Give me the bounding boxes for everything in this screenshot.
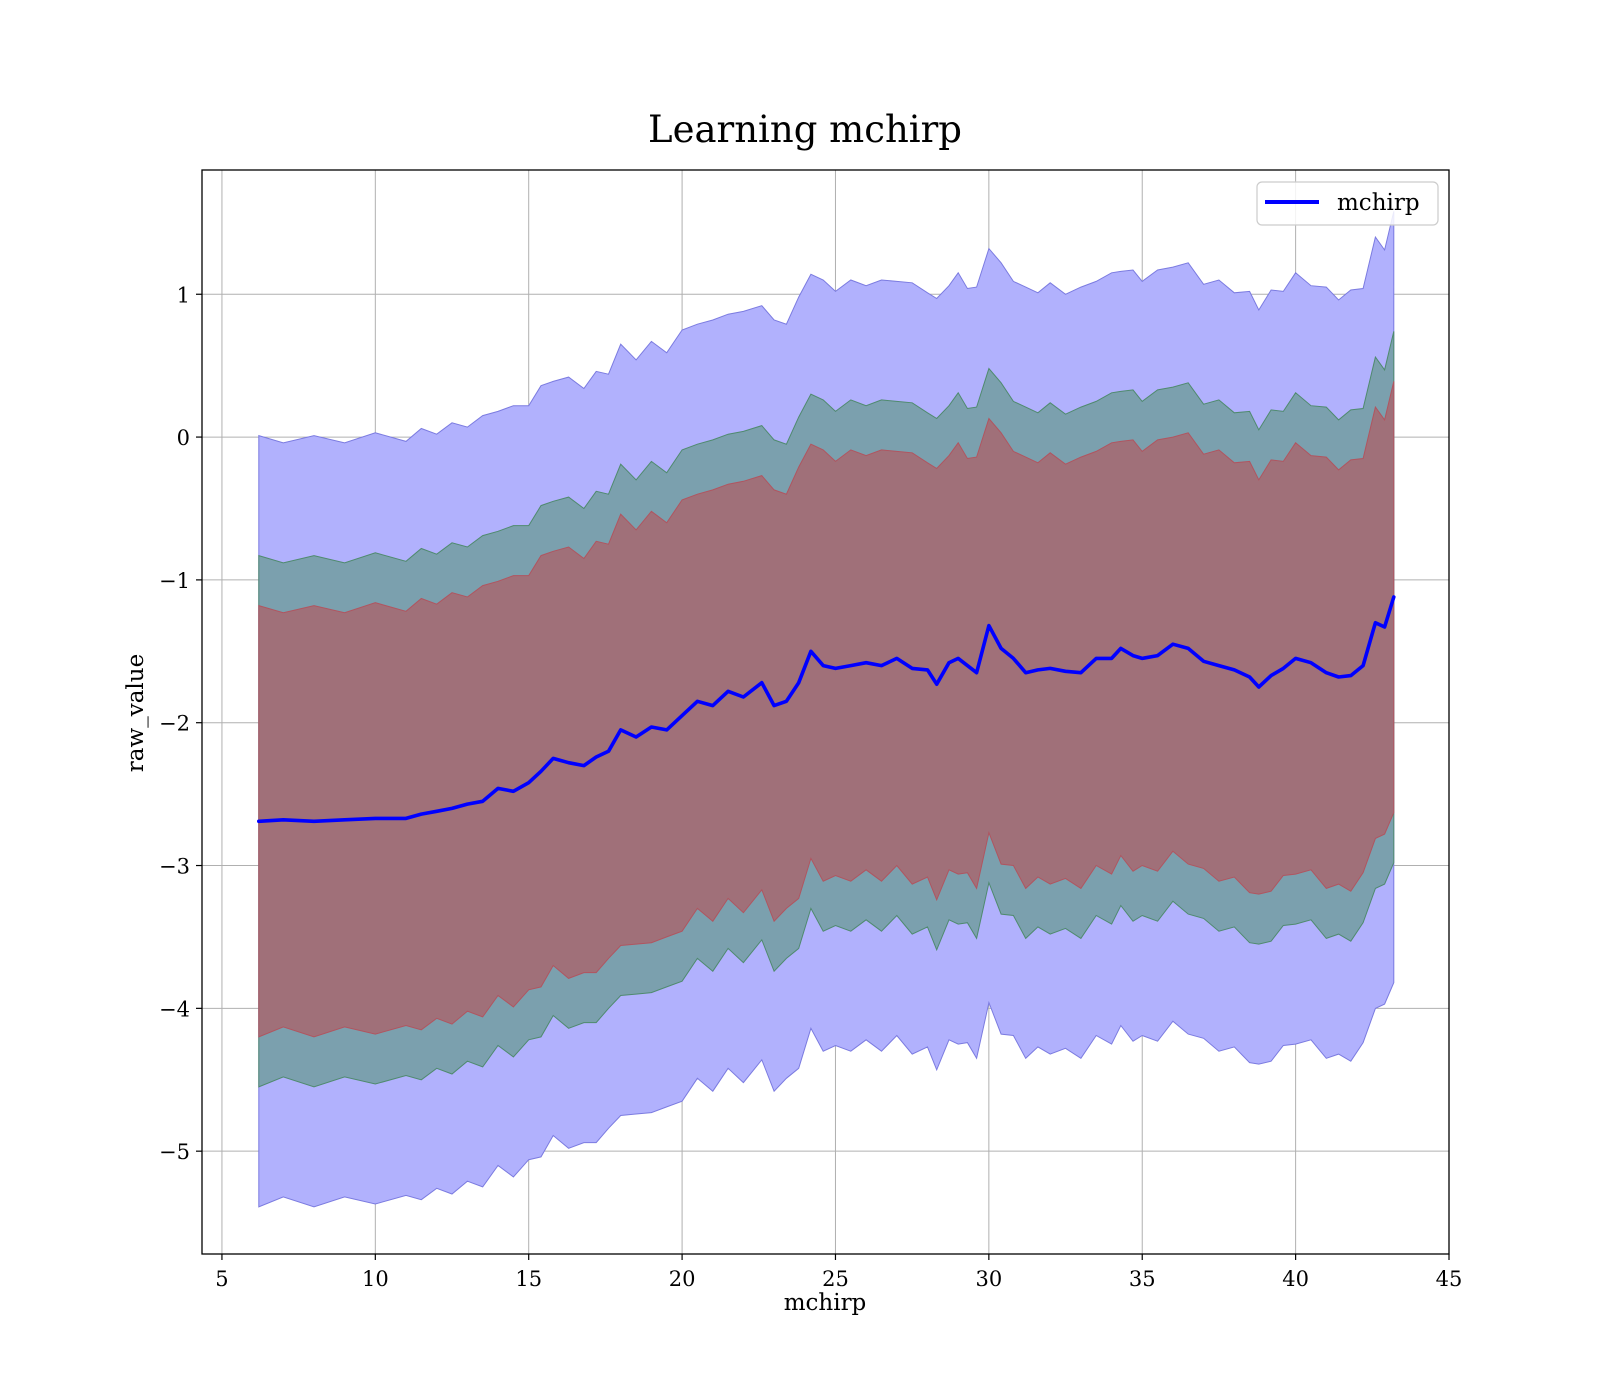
plot-frame [201,169,1450,1255]
x-tick-label: 25 [822,1267,849,1291]
y-tick-label: −4 [159,997,190,1021]
confidence-bands [258,211,1395,1208]
series-line-mchirp [256,595,1396,824]
y-axis-ticks: −5 −4 −3 −2 −1 0 1 [159,283,202,1164]
band-inner [258,381,1395,1038]
series-lines [256,595,1396,824]
x-tick-label: 45 [1436,1267,1463,1291]
y-tick-label: −5 [159,1140,190,1164]
x-tick-label: 15 [515,1267,542,1291]
y-tick-label: 1 [177,283,190,307]
x-tick-label: 10 [362,1267,389,1291]
x-axis-label: mchirp [784,1290,867,1316]
y-tick-label: 0 [177,426,190,450]
y-axis-label: raw_value [123,654,149,772]
y-tick-label: −3 [159,855,190,879]
x-axis-ticks: 5 10 15 20 25 30 35 40 45 [215,1254,1462,1291]
y-tick-label: −2 [159,712,190,736]
chart-title: Learning mchirp [648,108,962,151]
legend-frame [1256,181,1439,226]
x-tick-label: 40 [1282,1267,1309,1291]
x-tick-label: 35 [1129,1267,1156,1291]
y-tick-label: −1 [159,569,190,593]
x-tick-label: 30 [975,1267,1002,1291]
x-tick-label: 20 [669,1267,696,1291]
legend: mchirp [1256,181,1439,226]
legend-label-mchirp: mchirp [1337,190,1420,216]
x-tick-label: 5 [215,1267,228,1291]
